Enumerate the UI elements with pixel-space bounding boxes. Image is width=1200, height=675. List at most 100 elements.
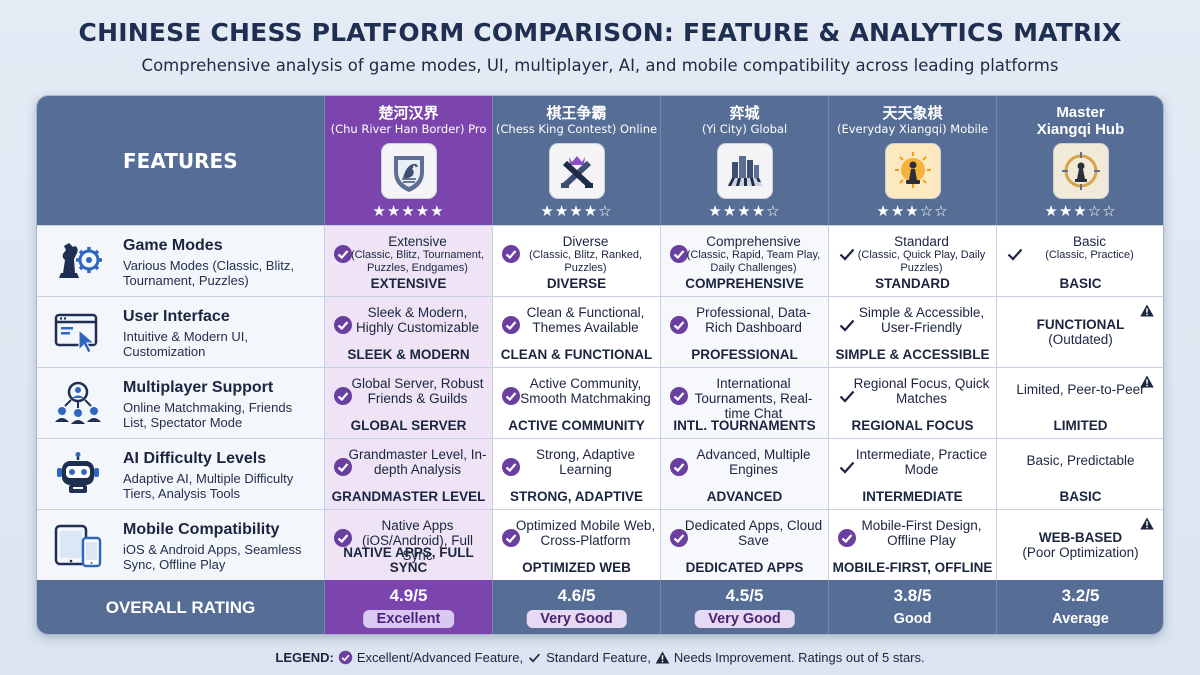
cell-summary: CLEAN & FUNCTIONAL: [500, 347, 653, 362]
overall-score: 4.5/5: [725, 586, 764, 605]
feature-description: iOS & Android Apps, Seamless Sync, Offli…: [123, 542, 302, 572]
platform-header-3[interactable]: 弈城 (Yi City) Global ★★★★☆: [661, 96, 829, 225]
dragon-shield-icon: [381, 143, 437, 199]
excellent-check-icon: [501, 244, 521, 264]
chess-gear-icon: [53, 238, 103, 284]
matrix-cell: Active Community, Smooth Matchmaking ACTI…: [493, 367, 661, 438]
crossed-swords-crown-icon: [549, 143, 605, 199]
excellent-check-icon: [669, 457, 689, 477]
standard-check-icon: [837, 457, 857, 477]
excellent-check-icon: [333, 528, 353, 548]
cell-line: Intermediate, Practice Mode: [855, 447, 988, 477]
platform-name-en: (Yi City) Global: [701, 122, 788, 136]
standard-check-icon: [529, 653, 541, 663]
cell-summary: ACTIVE COMMUNITY: [508, 418, 645, 433]
page-subtitle: Comprehensive analysis of game modes, UI…: [141, 56, 1059, 75]
matrix-cell: Diverse (Classic, Blitz, Ranked, Puzzles)…: [493, 225, 661, 296]
cell-detail: (Classic, Practice): [1045, 249, 1134, 261]
feature-row-label: Mobile Compatibility iOS & Android Apps, …: [37, 509, 325, 580]
star-rating: ★★★★☆: [540, 202, 613, 220]
cell-detail: (Classic, Blitz, Ranked, Puzzles): [528, 249, 643, 274]
cell-summary: BASIC: [1059, 489, 1102, 504]
cell-line: Global Server, Robust Friends & Guilds: [351, 376, 484, 406]
platform-header-1[interactable]: 楚河汉界 (Chu River Han Border) Pro ★★★★★: [325, 96, 493, 225]
cell-summary: STANDARD: [875, 276, 950, 291]
overall-rating-cell: 4.9/5 Excellent: [325, 580, 493, 634]
cell-line: Active Community, Smooth Matchmaking: [520, 376, 651, 406]
overall-score: 3.8/5: [893, 586, 932, 605]
cell-description: Sleek & Modern, Highly Customizable: [347, 305, 488, 335]
legend-warning: Needs Improvement. Ratings out of 5 star…: [673, 650, 925, 665]
cell-description: Clean & Functional, Themes Available: [515, 305, 656, 335]
legend-excellent: Excellent/Advanced Feature,: [356, 650, 524, 665]
cell-summary: INTERMEDIATE: [862, 489, 963, 504]
excellent-check-icon: [669, 386, 689, 406]
excellent-check-icon: [501, 315, 521, 335]
matrix-cell: Advanced, Multiple Engines ADVANCED: [661, 438, 829, 509]
cell-description: Limited, Peer-to-Peer: [1001, 382, 1160, 397]
cell-summary: COMPREHENSIVE: [685, 276, 804, 291]
matrix-cell: Basic, Predictable BASIC: [997, 438, 1163, 509]
cell-description: Basic, Predictable: [1001, 453, 1160, 468]
platform-header-2[interactable]: 棋王争霸 (Chess King Contest) Online ★★★★☆: [493, 96, 661, 225]
overall-rating-label: OVERALL RATING: [37, 580, 325, 634]
feature-description: Various Modes (Classic, Blitz, Tournamen…: [123, 258, 294, 288]
cell-description: Standard (Classic, Quick Play, Daily Puzz…: [851, 234, 992, 275]
platform-name-cn: 天天象棋: [882, 104, 943, 122]
cell-description: Comprehensive (Classic, Rapid, Team Play,…: [683, 234, 824, 275]
cell-summary: LIMITED: [1053, 418, 1108, 433]
cell-description: Regional Focus, Quick Matches: [851, 376, 992, 406]
sun-pawn-icon: [885, 143, 941, 199]
matrix-cell: Sleek & Modern, Highly Customizable SLEEK…: [325, 296, 493, 367]
cell-description: International Tournaments, Real-time Cha…: [683, 376, 824, 421]
cell-description: Diverse (Classic, Blitz, Ranked, Puzzles): [515, 234, 656, 275]
matrix-cell: Clean & Functional, Themes Available CLEA…: [493, 296, 661, 367]
matrix-cell: Strong, Adaptive Learning STRONG, ADAPTIV…: [493, 438, 661, 509]
feature-description: Online Matchmaking, Friends List, Specta…: [123, 400, 293, 430]
cell-summary: PROFESSIONAL: [691, 347, 798, 362]
cell-summary: ADVANCED: [706, 489, 783, 504]
cell-line: Mobile-First Design, Offline Play: [861, 518, 982, 548]
cell-line: FUNCTIONAL: [1036, 317, 1125, 332]
excellent-check-icon: [333, 457, 353, 477]
overall-score: 4.6/5: [557, 586, 596, 605]
warning-icon: [1139, 303, 1155, 318]
matrix-cell: Intermediate, Practice Mode INTERMEDIATE: [829, 438, 997, 509]
cell-line: Comprehensive: [706, 234, 801, 249]
feature-title: Multiplayer Support: [123, 379, 274, 396]
cell-line: Limited, Peer-to-Peer: [1016, 382, 1145, 397]
cell-description: Native Apps (iOS/Android), Full Sync: [347, 518, 488, 563]
cell-summary: REGIONAL FOCUS: [851, 418, 974, 433]
cell-line: Strong, Adaptive Learning: [535, 447, 636, 477]
cell-line: Diverse: [562, 234, 609, 249]
platform-header-4[interactable]: 天天象棋 (Everyday Xiangqi) Mobile ★★★☆☆: [829, 96, 997, 225]
cell-summary: BASIC: [1059, 276, 1102, 291]
matrix-grid: FEATURES 楚河汉界 (Chu River Han Border) Pro…: [37, 96, 1163, 634]
cell-line: Dedicated Apps, Cloud Save: [684, 518, 823, 548]
feature-row-label: Multiplayer Support Online Matchmaking, F…: [37, 367, 325, 438]
cell-line: WEB-BASED: [1038, 530, 1123, 545]
standard-check-icon: [1005, 244, 1025, 264]
rating-badge: Very Good: [526, 610, 627, 628]
cell-description: Advanced, Multiple Engines: [683, 447, 824, 477]
matrix-cell: Dedicated Apps, Cloud Save DEDICATED APPS: [661, 509, 829, 580]
matrix-cell: International Tournaments, Real-time Cha…: [661, 367, 829, 438]
feature-description: Adaptive AI, Multiple Difficulty Tiers, …: [123, 471, 294, 501]
cell-line: Native Apps (iOS/Android), Full Sync: [361, 518, 474, 563]
matrix-cell: Basic (Classic, Practice) BASIC: [997, 225, 1163, 296]
cell-summary: GLOBAL SERVER: [350, 418, 467, 433]
platform-name-cn: Master: [1056, 104, 1105, 121]
feature-title: Game Modes: [123, 237, 223, 254]
overall-score: 4.9/5: [389, 586, 428, 605]
cell-summary: SIMPLE & ACCESSIBLE: [835, 347, 990, 362]
cell-description: Active Community, Smooth Matchmaking: [515, 376, 656, 406]
feature-title: User Interface: [123, 308, 230, 325]
platform-header-5[interactable]: Master Xiangqi Hub ★★★☆☆: [997, 96, 1163, 225]
cell-description: Simple & Accessible, User-Friendly: [851, 305, 992, 335]
compass-pawn-icon: [1053, 143, 1109, 199]
city-chessboard-icon: [717, 143, 773, 199]
page-title: CHINESE CHESS PLATFORM COMPARISON: FEATU…: [78, 18, 1122, 47]
cell-summary: DIVERSE: [546, 276, 607, 291]
rating-badge: Very Good: [694, 610, 795, 628]
legend-standard: Standard Feature,: [546, 650, 651, 665]
